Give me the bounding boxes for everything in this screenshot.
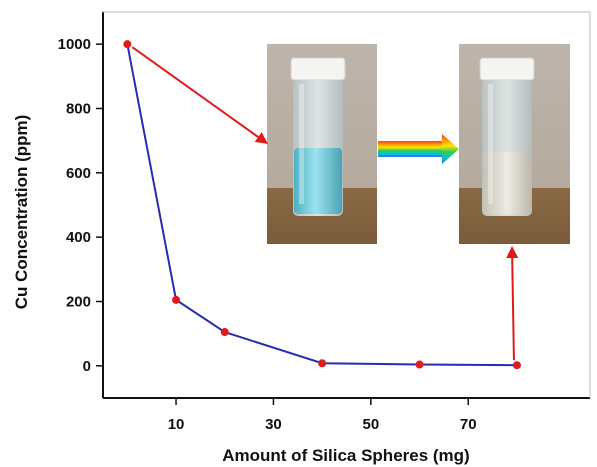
- data-point: [415, 360, 424, 369]
- x-tick-label: 70: [460, 416, 477, 433]
- x-tick-label: 10: [168, 416, 185, 433]
- y-tick-label: 0: [83, 358, 91, 375]
- data-point: [512, 361, 521, 370]
- annotation-arrows: [131, 46, 519, 361]
- data-series: [123, 40, 521, 370]
- arrow-to-blue-vial: [131, 46, 268, 144]
- vial-cap: [290, 57, 346, 81]
- plot-frame: [102, 11, 591, 399]
- data-point: [172, 295, 181, 304]
- blue-solution: [294, 148, 342, 214]
- data-point: [220, 328, 229, 337]
- data-point: [123, 40, 132, 49]
- y-tick-label: 600: [66, 165, 91, 182]
- photo-vial-with-blue-solution: [267, 44, 377, 244]
- y-tick-label: 1000: [58, 36, 91, 53]
- arrow-to-clear-vial: [506, 246, 519, 361]
- axis-ticks: 0 200 400 600 800 1000 10 30 50 70: [58, 36, 477, 433]
- y-axis-label: Cu Concentration (ppm): [12, 115, 31, 310]
- photo-vial-with-clear-solution: [459, 44, 570, 244]
- series-line: [126, 43, 517, 367]
- data-point: [318, 359, 327, 368]
- y-tick-label: 400: [66, 229, 91, 246]
- rainbow-arrow: [378, 134, 459, 164]
- vial-cap: [479, 57, 535, 81]
- clear-solution: [483, 152, 531, 214]
- y-tick-label: 800: [66, 101, 91, 118]
- x-tick-label: 30: [265, 416, 282, 433]
- x-axis-label: Amount of Silica Spheres (mg): [222, 446, 469, 465]
- x-tick-label: 50: [363, 416, 380, 433]
- y-tick-label: 200: [66, 294, 91, 311]
